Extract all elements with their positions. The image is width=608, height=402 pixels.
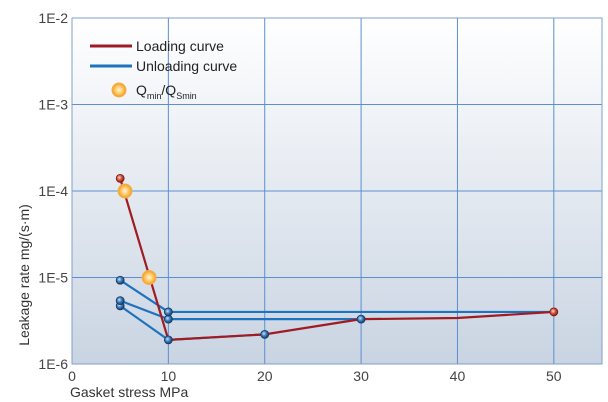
unloading-point xyxy=(163,314,173,324)
x-tick-label: 40 xyxy=(450,368,466,384)
x-tick-labels: 0 10 20 30 40 50 xyxy=(68,368,562,384)
x-tick-label: 10 xyxy=(161,368,177,384)
legend-qmin-sub2: Smin xyxy=(176,91,197,101)
legend-qmin-sub1: min xyxy=(147,91,162,101)
qmin-point xyxy=(141,270,157,285)
x-axis-title: Gasket stress MPa xyxy=(70,384,188,400)
legend-qmin-sep: /Q xyxy=(161,82,176,98)
y-tick-label: 1E-5 xyxy=(38,270,68,286)
unloading-point xyxy=(356,314,366,324)
unloading-point xyxy=(115,296,125,306)
marker-layer xyxy=(115,173,559,345)
unloading-point xyxy=(163,307,173,317)
legend-label-qmin: Qmin/QSmin xyxy=(136,82,197,101)
y-tick-label: 1E-4 xyxy=(38,183,68,199)
y-tick-labels: 1E-6 1E-5 1E-4 1E-3 1E-2 xyxy=(38,10,68,372)
y-tick-label: 1E-3 xyxy=(38,97,68,113)
legend-label-loading: Loading curve xyxy=(136,38,224,54)
legend: Loading curve Unloading curve Qmin/QSmin xyxy=(90,38,237,101)
y-tick-label: 1E-6 xyxy=(38,356,68,372)
legend-label-unloading: Unloading curve xyxy=(136,58,237,74)
plot-border xyxy=(71,17,603,365)
x-tick-label: 50 xyxy=(546,368,562,384)
x-tick-label: 0 xyxy=(68,368,76,384)
legend-qmin-main: Q xyxy=(136,82,147,98)
legend-swatch-qmin-icon xyxy=(111,82,127,98)
y-tick-label: 1E-2 xyxy=(38,10,68,26)
unloading-point xyxy=(115,275,125,285)
loading-point xyxy=(549,307,559,317)
loading-curve-line xyxy=(119,178,554,341)
y-axis-title: Leakage rate mg/(s·m) xyxy=(16,204,32,346)
unloading-point xyxy=(163,335,173,345)
unloading-point xyxy=(260,329,270,339)
x-tick-label: 30 xyxy=(353,368,369,384)
qmin-point xyxy=(117,183,133,199)
x-tick-label: 20 xyxy=(257,368,273,384)
loading-point xyxy=(115,173,125,183)
